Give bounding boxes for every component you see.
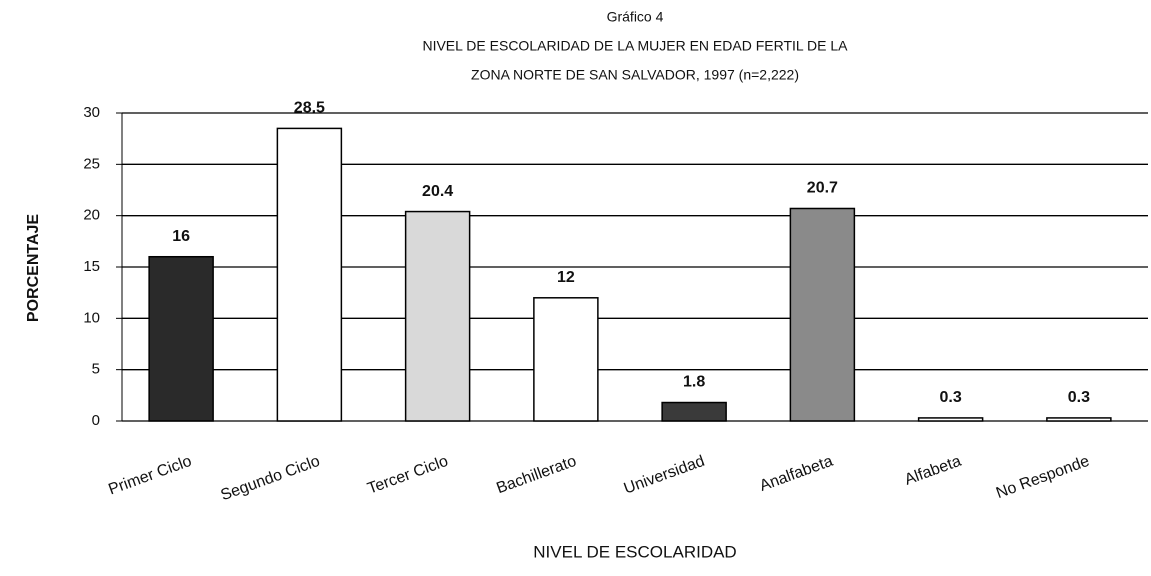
x-tick-label: Bachillerato bbox=[494, 453, 578, 498]
y-tick-label: 5 bbox=[92, 361, 100, 378]
y-tick-label: 20 bbox=[83, 207, 100, 224]
y-tick-label: 30 bbox=[83, 104, 100, 121]
bar bbox=[1046, 417, 1112, 422]
x-tick-label: Primer Ciclo bbox=[106, 453, 194, 499]
data-label: 28.5 bbox=[294, 100, 325, 117]
bar bbox=[276, 127, 343, 422]
bar bbox=[789, 207, 856, 422]
bar bbox=[148, 255, 214, 422]
x-tick-label: No Responde bbox=[994, 453, 1092, 502]
data-label: 12 bbox=[557, 269, 575, 286]
x-tick-label: Universidad bbox=[622, 453, 707, 498]
bar bbox=[404, 210, 471, 422]
chart-title: Gráfico 4 bbox=[607, 9, 664, 25]
data-label: 1.8 bbox=[683, 374, 705, 391]
bar bbox=[661, 401, 727, 422]
bar bbox=[917, 417, 984, 422]
data-label: 20.7 bbox=[807, 180, 838, 197]
y-tick-label: 10 bbox=[83, 309, 100, 326]
y-tick-label: 25 bbox=[83, 155, 100, 172]
data-label: 16 bbox=[172, 228, 190, 245]
bar bbox=[533, 297, 599, 422]
data-label: 0.3 bbox=[940, 389, 962, 406]
chart-subtitle: NIVEL DE ESCOLARIDAD DE LA MUJER EN EDAD… bbox=[422, 38, 848, 54]
x-tick-label: Alfabeta bbox=[902, 453, 963, 489]
x-tick-label: Segundo Ciclo bbox=[219, 453, 323, 505]
data-label: 20.4 bbox=[422, 183, 453, 200]
y-tick-label: 15 bbox=[83, 258, 100, 275]
x-tick-label: Analfabeta bbox=[757, 453, 835, 495]
x-tick-label: Tercer Ciclo bbox=[365, 453, 450, 498]
y-tick-label: 0 bbox=[92, 412, 100, 429]
x-axis-label: NIVEL DE ESCOLARIDAD bbox=[533, 542, 736, 561]
chart-subtitle: ZONA NORTE DE SAN SALVADOR, 1997 (n=2,22… bbox=[471, 67, 799, 83]
y-axis-label: PORCENTAJE bbox=[25, 214, 42, 322]
data-label: 0.3 bbox=[1068, 389, 1090, 406]
